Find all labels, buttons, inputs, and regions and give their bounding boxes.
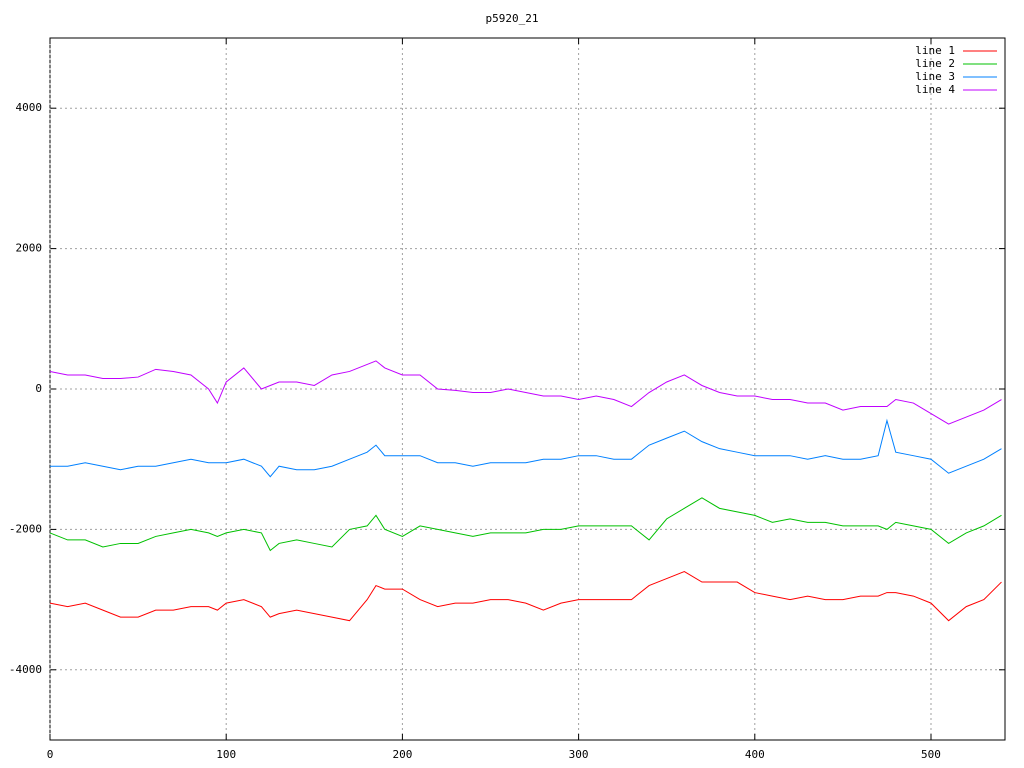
x-tick-label: 400 — [745, 748, 765, 761]
legend-label: line 1 — [915, 44, 955, 57]
data-line — [49, 570, 1002, 622]
x-tick-label: 100 — [216, 748, 236, 761]
x-tick-label: 0 — [47, 748, 54, 761]
legend-label: line 4 — [915, 83, 955, 96]
x-tick-label: 500 — [921, 748, 941, 761]
data-line — [50, 418, 1002, 478]
y-tick-label: -2000 — [9, 522, 42, 535]
y-tick-label: 4000 — [16, 101, 43, 114]
legend-label: line 2 — [915, 57, 955, 70]
y-tick-label: 0 — [35, 382, 42, 395]
data-line — [49, 360, 1002, 425]
data-line — [49, 497, 1002, 552]
y-tick-label: 2000 — [16, 242, 43, 255]
x-tick-label: 200 — [392, 748, 412, 761]
chart-title: p5920_21 — [486, 12, 539, 25]
y-tick-label: -4000 — [9, 663, 42, 676]
x-tick-label: 300 — [569, 748, 589, 761]
legend-label: line 3 — [915, 70, 955, 83]
